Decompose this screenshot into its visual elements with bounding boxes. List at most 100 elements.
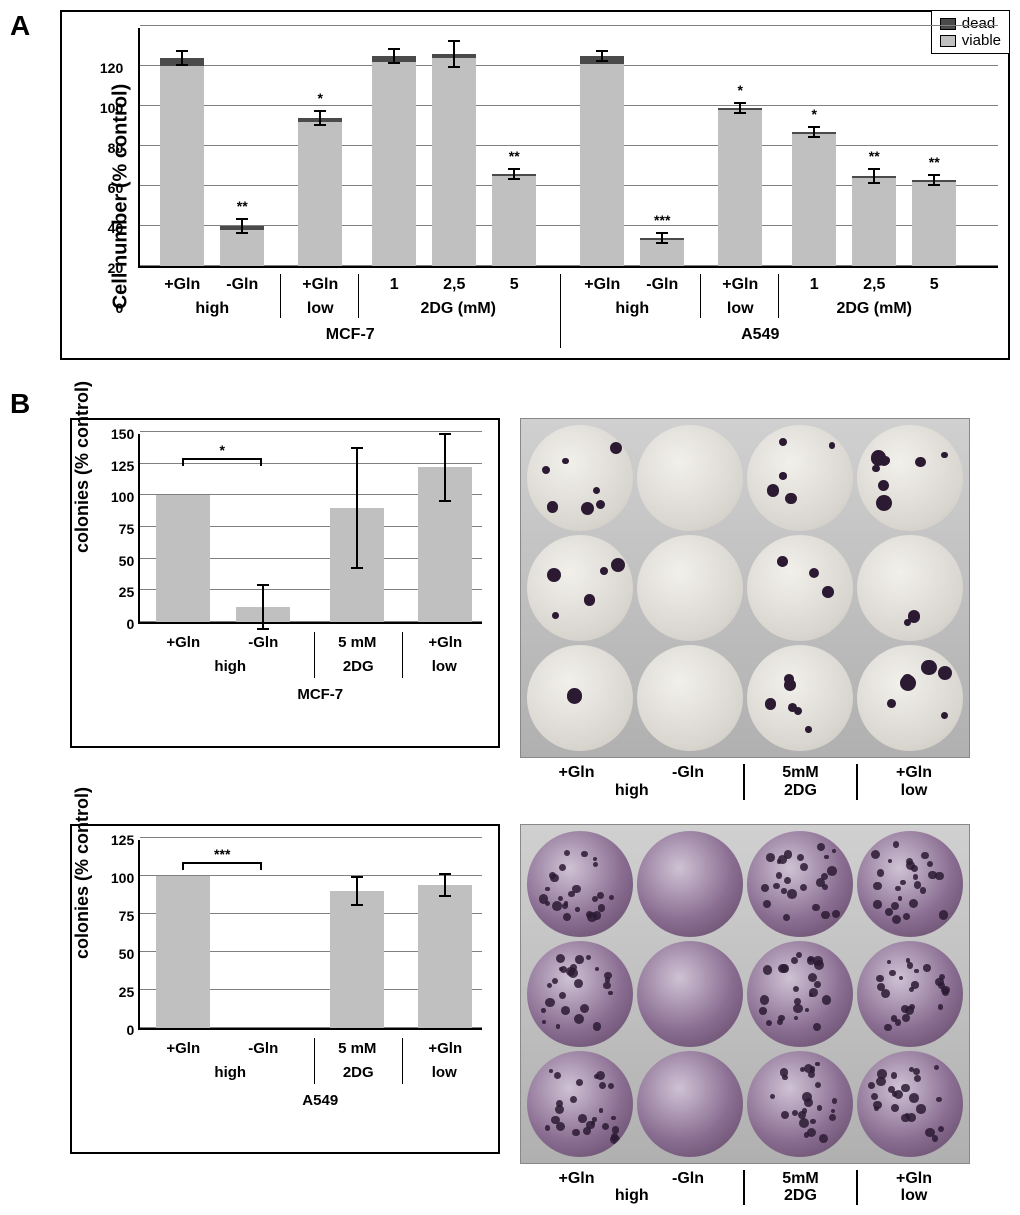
xlabel-l1: 5 mM <box>338 1040 376 1057</box>
xlabel-l3: MCF-7 <box>297 686 343 703</box>
bar: ** <box>852 176 896 266</box>
ytick: 150 <box>111 426 134 442</box>
xlabel-l2: low <box>432 658 457 675</box>
plate-col-label: +Gln <box>858 1170 971 1188</box>
xlabel-l2: 2DG <box>343 658 374 675</box>
xlabel-l1: +Gln <box>166 1040 200 1057</box>
xlabel-l1: 5 <box>510 276 519 294</box>
ytick: 80 <box>108 140 124 156</box>
panel-b-chart: colonies (% control)0255075100125150+Gln… <box>70 418 500 748</box>
panel-b-ylabel: colonies (% control) <box>72 381 93 553</box>
xlabel-l1: +Gln <box>302 276 338 294</box>
xlabel-l1: 1 <box>810 276 819 294</box>
plate-col-label: 5mM <box>745 1170 858 1188</box>
significance: * <box>220 442 225 458</box>
bar: * <box>298 118 342 266</box>
bar <box>330 508 384 622</box>
xlabel-l1: 2,5 <box>443 276 465 294</box>
plate-col-label: -Gln <box>633 764 746 782</box>
significance: *** <box>214 846 230 862</box>
well <box>747 1051 853 1157</box>
significance: ** <box>929 154 940 170</box>
ytick: 50 <box>119 553 135 569</box>
ytick: 40 <box>108 220 124 236</box>
ytick: 125 <box>111 458 134 474</box>
xlabel-l2: 2DG <box>343 1064 374 1081</box>
xlabel-l3: A549 <box>302 1092 338 1109</box>
significance: *** <box>654 212 670 228</box>
panel-a-label: A <box>10 10 30 42</box>
well <box>637 1051 743 1157</box>
ytick: 100 <box>111 870 134 886</box>
well <box>527 645 633 751</box>
bar <box>418 467 472 622</box>
well <box>747 831 853 937</box>
xlabel-l2: high <box>195 300 229 318</box>
significance: * <box>318 90 323 106</box>
ytick: 125 <box>111 832 134 848</box>
bar <box>160 58 204 266</box>
xlabel-l2: 2DG (mM) <box>420 300 496 318</box>
bar <box>432 54 476 266</box>
plate-group-label: high <box>520 782 745 800</box>
bar <box>156 495 210 622</box>
panel-a-chart: dead viable Cell number (% control) 0204… <box>60 10 1010 360</box>
xlabel-l2: low <box>307 300 334 318</box>
ytick: 0 <box>126 616 134 632</box>
well <box>637 831 743 937</box>
xlabel-l3: MCF-7 <box>326 326 375 344</box>
well <box>527 831 633 937</box>
bar: ** <box>912 180 956 266</box>
well <box>857 425 963 531</box>
ytick: 50 <box>119 946 135 962</box>
xlabel-l1: -Gln <box>226 276 258 294</box>
panel-b-label: B <box>10 388 30 420</box>
well <box>527 535 633 641</box>
bar <box>372 56 416 266</box>
well <box>637 941 743 1047</box>
plate-group-label: high <box>520 1187 745 1205</box>
ytick: 120 <box>100 60 123 76</box>
xlabel-l2: high <box>214 658 246 675</box>
xlabel-l3: A549 <box>741 326 779 344</box>
bar <box>580 56 624 266</box>
well <box>857 1051 963 1157</box>
ytick: 0 <box>126 1022 134 1038</box>
well <box>527 425 633 531</box>
ytick: 60 <box>108 180 124 196</box>
panel-b-chart: colonies (% control)0255075100125+Gln-Gl… <box>70 824 500 1154</box>
plate-group-label: low <box>858 1187 971 1205</box>
xlabel-l1: +Gln <box>584 276 620 294</box>
xlabel-l1: 5 mM <box>338 634 376 651</box>
ytick: 75 <box>119 521 135 537</box>
ytick: 0 <box>115 300 123 316</box>
bar: ** <box>220 226 264 266</box>
well <box>857 645 963 751</box>
bar <box>156 876 210 1028</box>
xlabel-l1: -Gln <box>646 276 678 294</box>
ytick: 25 <box>119 984 135 1000</box>
plate-group-label: 2DG <box>745 782 858 800</box>
plate-col-label: +Gln <box>520 764 633 782</box>
bar: * <box>718 108 762 266</box>
xlabel-l2: high <box>214 1064 246 1081</box>
well <box>747 425 853 531</box>
xlabel-l1: +Gln <box>428 1040 462 1057</box>
xlabel-l2: 2DG (mM) <box>836 300 912 318</box>
plate-group-label: low <box>858 782 971 800</box>
ytick: 25 <box>119 584 135 600</box>
xlabel-l2: low <box>432 1064 457 1081</box>
xlabel-l2: high <box>615 300 649 318</box>
significance: * <box>812 106 817 122</box>
well-plate: +Gln-Gln5mM+Glnhigh2DGlow <box>520 418 970 800</box>
xlabel-l1: +Gln <box>166 634 200 651</box>
plate-col-label: +Gln <box>858 764 971 782</box>
well <box>637 645 743 751</box>
bar <box>418 885 472 1028</box>
xlabel-l1: -Gln <box>248 1040 278 1057</box>
bar <box>330 891 384 1028</box>
xlabel-l1: 5 <box>930 276 939 294</box>
ytick: 100 <box>111 489 134 505</box>
plate-col-label: -Gln <box>633 1170 746 1188</box>
xlabel-l1: +Gln <box>164 276 200 294</box>
